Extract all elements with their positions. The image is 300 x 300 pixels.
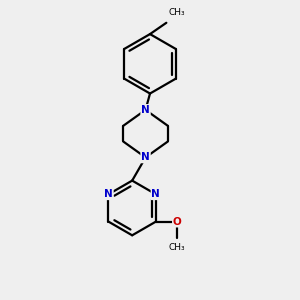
Text: O: O — [173, 217, 182, 226]
Text: CH₃: CH₃ — [169, 243, 186, 252]
Text: N: N — [141, 152, 150, 162]
Text: N: N — [152, 189, 160, 199]
Text: CH₃: CH₃ — [169, 8, 185, 17]
Text: N: N — [104, 189, 113, 199]
Text: N: N — [141, 105, 150, 115]
